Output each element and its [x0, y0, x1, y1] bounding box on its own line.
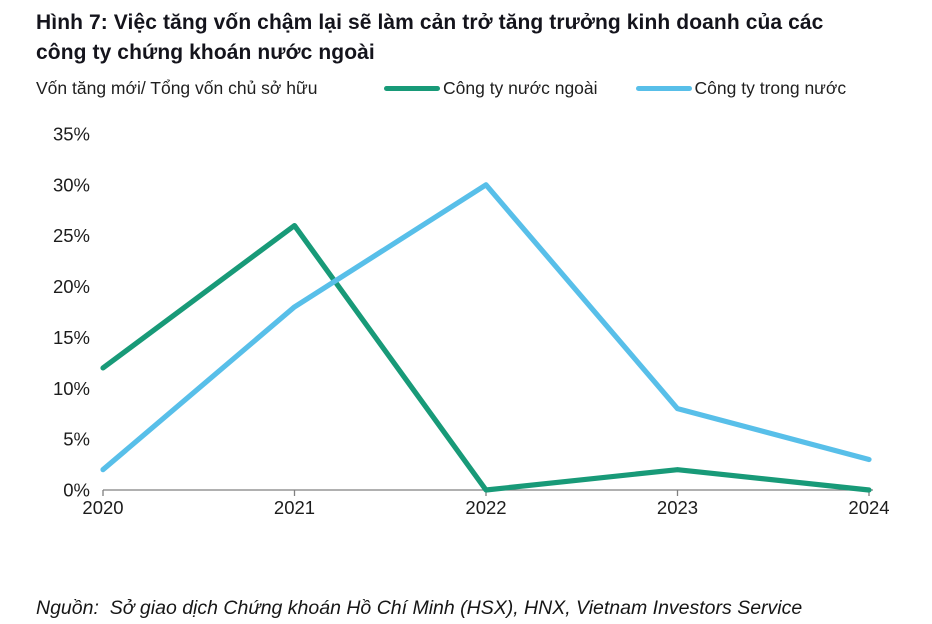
y-axis-tick-label: 25% [53, 225, 90, 246]
x-axis-tick-label: 2022 [465, 497, 506, 518]
legend-item-foreign: Công ty nước ngoài [384, 78, 598, 99]
line-chart: 0% 5% 10% 15% 20% 25% 30% 35% 2020 2021 2022 2023 20… [53, 123, 890, 518]
y-axis-tick-label: 0% [63, 479, 90, 500]
legend-label-domestic: Công ty trong nước [694, 77, 847, 98]
source-line: Nguồn: Sở giao dịch Chứng khoán Hồ Chí M… [36, 597, 803, 619]
chart-title-line2: công ty chứng khoán nước ngoài [36, 41, 375, 64]
y-axis-tick-label: 5% [63, 429, 90, 450]
y-axis-tick-label: 20% [53, 276, 90, 297]
y-axis-tick-label: 30% [53, 174, 90, 195]
y-axis-tick-label: 10% [53, 378, 90, 399]
chart-meta-row: Vốn tăng mới/ Tổng vốn chủ sở hữu Công t… [36, 75, 906, 101]
line-chart-area: 0% 5% 10% 15% 20% 25% 30% 35% 2020 2021 2022 2023 20… [0, 103, 932, 541]
x-axis-tick-label: 2020 [82, 497, 123, 518]
x-axis-tick-label: 2023 [657, 497, 698, 518]
series-line-domestic [100, 182, 872, 473]
y-axis-tick-label: 15% [53, 327, 90, 348]
chart-title: Hình 7: Việc tăng vốn chậm lại sẽ làm cả… [36, 8, 906, 68]
legend-item-domestic: Công ty trong nước [635, 77, 847, 99]
x-axis-tick-label: 2021 [274, 497, 315, 518]
legend-label-foreign: Công ty nước ngoài [443, 77, 598, 98]
figure-page: Hình 7: Việc tăng vốn chậm lại sẽ làm cả… [0, 8, 932, 624]
x-axis-tick-label: 2024 [848, 497, 889, 518]
chart-legend: Công ty nước ngoài Công ty trong nước [384, 78, 846, 99]
chart-title-line1: Hình 7: Việc tăng vốn chậm lại sẽ làm cả… [36, 11, 824, 34]
source-note: Nguồn: Sở giao dịch Chứng khoán Hồ Chí M… [36, 543, 906, 624]
series-line-foreign [100, 222, 872, 493]
y-axis-tick-label: 35% [53, 123, 90, 144]
legend-swatch-foreign [384, 85, 440, 91]
legend-swatch-domestic [635, 85, 692, 91]
y-axis-title: Vốn tăng mới/ Tổng vốn chủ sở hữu [36, 77, 318, 98]
